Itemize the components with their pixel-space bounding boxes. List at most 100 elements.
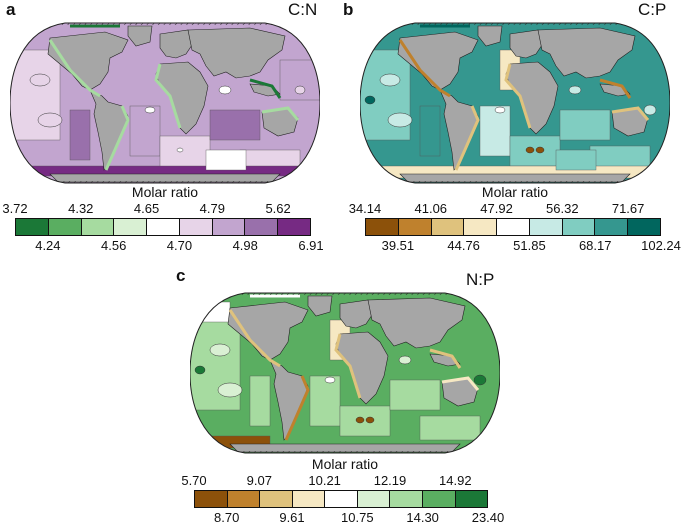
colorbar-tick-label: 9.61 bbox=[279, 510, 305, 525]
landmass bbox=[537, 27, 636, 79]
colorbar-tick-label: 3.72 bbox=[2, 201, 28, 216]
ocean-patch bbox=[568, 85, 582, 95]
landmass bbox=[399, 173, 631, 183]
colorbar-segment bbox=[227, 491, 261, 507]
ocean-patch bbox=[643, 104, 657, 116]
ocean-region bbox=[159, 135, 211, 171]
ocean-patch bbox=[217, 382, 243, 398]
colorbar-segment bbox=[147, 219, 180, 235]
ocean-patch bbox=[294, 85, 306, 95]
ocean-patch bbox=[37, 112, 63, 128]
ocean-patch bbox=[194, 365, 206, 375]
colorbar-segment bbox=[81, 219, 115, 235]
ocean-patch bbox=[365, 416, 375, 424]
colorbar-segment bbox=[464, 219, 498, 235]
colorbar-segment bbox=[497, 219, 530, 235]
ocean-patch bbox=[324, 376, 336, 384]
colorbar-segment bbox=[16, 219, 49, 235]
colorbar-segment bbox=[422, 491, 456, 507]
hatched-no-data bbox=[10, 181, 320, 183]
hatched-no-data bbox=[360, 181, 670, 183]
colorbar-tick-label: 4.98 bbox=[232, 238, 258, 253]
world-map bbox=[190, 292, 500, 454]
colorbar-segment bbox=[114, 219, 148, 235]
colorbar-tick-label: 4.79 bbox=[199, 201, 225, 216]
landmass bbox=[227, 301, 309, 361]
colorbar-segment bbox=[398, 219, 432, 235]
ocean-region bbox=[309, 375, 341, 427]
colorbar-tick-label: 8.70 bbox=[214, 510, 240, 525]
colorbar-segment bbox=[431, 219, 465, 235]
panel-title: N:P bbox=[466, 270, 495, 289]
ocean-patch bbox=[473, 374, 487, 386]
ocean-patch bbox=[209, 343, 231, 357]
landmass bbox=[127, 25, 153, 47]
ocean-region bbox=[509, 135, 561, 167]
panel-letter: b bbox=[343, 0, 354, 19]
ocean-patch bbox=[176, 147, 184, 153]
colorbar-tick-label: 4.56 bbox=[101, 238, 127, 253]
colorbar-tick-label: 5.70 bbox=[181, 473, 207, 488]
colorbar-tick-label: 51.85 bbox=[513, 238, 546, 253]
ocean-patch bbox=[535, 146, 545, 154]
ocean-region bbox=[479, 105, 511, 157]
ocean-patch bbox=[364, 95, 376, 105]
landmass bbox=[47, 31, 129, 91]
colorbar bbox=[15, 218, 311, 236]
landmass bbox=[187, 27, 286, 79]
landmass bbox=[49, 173, 281, 183]
colorbar-tick-label: 4.70 bbox=[166, 238, 193, 253]
ocean-patch bbox=[398, 355, 412, 365]
ocean-region bbox=[69, 109, 91, 161]
legend-title: Molar ratio bbox=[311, 456, 379, 472]
colorbar-segment bbox=[245, 219, 279, 235]
colorbar-tick-label: 6.91 bbox=[298, 238, 324, 253]
ocean-patch bbox=[525, 146, 535, 154]
ocean-region bbox=[249, 375, 271, 427]
colorbar-tick-label: 47.92 bbox=[480, 201, 513, 216]
colorbar-segment bbox=[366, 219, 399, 235]
colorbar-tick-label: 41.06 bbox=[414, 201, 448, 216]
landmass bbox=[367, 297, 466, 349]
colorbar-segment bbox=[260, 491, 293, 507]
colorbar-segment bbox=[455, 491, 488, 507]
colorbar-tick-label: 39.51 bbox=[381, 238, 415, 253]
colorbar-tick-label: 23.40 bbox=[471, 510, 505, 525]
landmass bbox=[397, 31, 479, 91]
ocean-region bbox=[209, 109, 261, 141]
ocean-region bbox=[205, 149, 247, 171]
ocean-patch bbox=[29, 73, 51, 87]
colorbar-segment bbox=[595, 219, 629, 235]
world-map bbox=[360, 22, 670, 184]
colorbar-tick-label: 34.14 bbox=[348, 201, 382, 216]
panel-title: C:P bbox=[638, 0, 667, 19]
colorbar-tick-label: 5.62 bbox=[265, 201, 291, 216]
ocean-patch bbox=[387, 112, 413, 128]
hatched-no-data bbox=[190, 451, 500, 453]
colorbar-tick-label: 12.19 bbox=[373, 473, 407, 488]
ocean-region bbox=[419, 415, 481, 441]
colorbar-segment bbox=[179, 219, 213, 235]
ocean-patch bbox=[379, 73, 401, 87]
legend-title: Molar ratio bbox=[131, 184, 199, 200]
colorbar-segment bbox=[628, 219, 661, 235]
panel-letter: c bbox=[176, 266, 186, 285]
ocean-region bbox=[419, 105, 441, 157]
hatched-no-data bbox=[360, 23, 670, 25]
colorbar-tick-label: 10.21 bbox=[308, 473, 341, 488]
colorbar-tick-label: 56.32 bbox=[546, 201, 579, 216]
ocean-region bbox=[559, 109, 611, 141]
colorbar-segment bbox=[195, 491, 228, 507]
colorbar-tick-label: 10.75 bbox=[341, 510, 374, 525]
colorbar-tick-label: 4.65 bbox=[133, 201, 160, 216]
colorbar-tick-label: 9.07 bbox=[246, 473, 272, 488]
hatched-no-data bbox=[10, 23, 320, 25]
colorbar-segment bbox=[357, 491, 391, 507]
colorbar bbox=[194, 490, 488, 508]
colorbar-segment bbox=[390, 491, 423, 507]
colorbar-segment bbox=[562, 219, 596, 235]
ocean-region bbox=[555, 149, 597, 171]
colorbar-tick-label: 4.32 bbox=[68, 201, 94, 216]
colorbar-tick-label: 14.92 bbox=[439, 473, 472, 488]
ocean-patch bbox=[494, 106, 506, 114]
